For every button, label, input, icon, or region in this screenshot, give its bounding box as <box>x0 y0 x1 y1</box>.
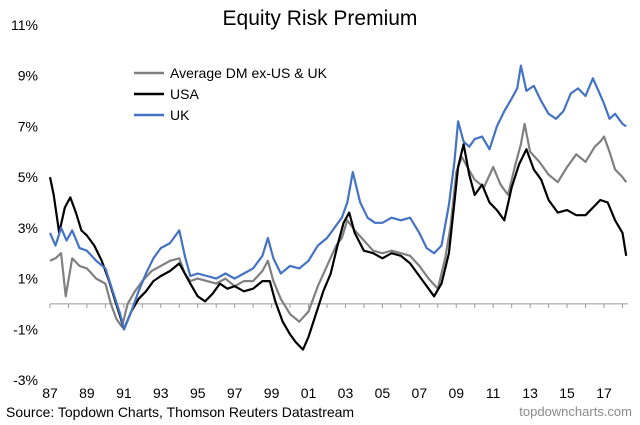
x-tick-label: 87 <box>42 385 58 401</box>
y-tick-label: -1% <box>13 321 38 337</box>
x-tick-label: 95 <box>190 385 206 401</box>
x-tick-label: 97 <box>227 385 243 401</box>
legend-label: Average DM ex-US & UK <box>170 65 328 81</box>
y-tick-label: 9% <box>18 68 38 84</box>
y-tick-label: 5% <box>18 169 38 185</box>
series-line-2 <box>48 143 628 351</box>
y-axis-tick-labels: 11% 9% 7% 5% 3% 1% -1% -3% <box>11 17 38 388</box>
legend-label: USA <box>170 86 199 102</box>
series-line-3 <box>48 64 627 331</box>
y-tick-label: -3% <box>13 372 38 388</box>
x-tick-label: 91 <box>116 385 132 401</box>
y-tick-label: 3% <box>18 220 38 236</box>
x-axis: 87 89 91 93 95 97 99 01 03 05 07 09 11 13 15 17 <box>42 303 628 401</box>
x-tick-label: 07 <box>412 385 428 401</box>
x-tick-label: 11 <box>486 385 501 401</box>
y-tick-label: 11% <box>11 17 38 33</box>
y-tick-label: 1% <box>18 271 38 287</box>
series-lines <box>48 64 628 351</box>
x-tick-label: 03 <box>338 385 354 401</box>
x-tick-label: 13 <box>522 385 538 401</box>
x-tick-label: 01 <box>301 385 317 401</box>
series-line-1 <box>49 122 628 328</box>
watermark: topdowncharts.com <box>519 404 632 419</box>
x-tick-label: 09 <box>448 385 464 401</box>
legend: Average DM ex-US & UK USA UK <box>134 65 328 123</box>
x-tick-label: 15 <box>559 385 575 401</box>
y-tick-label: 7% <box>18 118 38 134</box>
x-tick-label: 17 <box>596 385 612 401</box>
chart-title: Equity Risk Premium <box>223 7 418 30</box>
x-tick-label: 99 <box>264 385 280 401</box>
legend-label: UK <box>170 107 190 123</box>
source-note: Source: Topdown Charts, Thomson Reuters … <box>6 404 355 420</box>
x-tick-label: 05 <box>375 385 391 401</box>
x-tick-label: 93 <box>153 385 169 401</box>
x-tick-label: 89 <box>79 385 95 401</box>
